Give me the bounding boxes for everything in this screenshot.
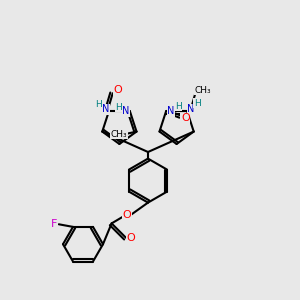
Text: H: H — [95, 100, 102, 109]
Text: H: H — [116, 103, 122, 112]
Text: O: O — [127, 233, 135, 243]
Text: CH₃: CH₃ — [111, 130, 127, 139]
Text: O: O — [122, 210, 131, 220]
Text: O: O — [113, 85, 122, 95]
Text: H: H — [175, 102, 182, 111]
Text: N: N — [122, 106, 130, 116]
Text: N: N — [102, 104, 110, 114]
Text: H: H — [194, 99, 201, 108]
Text: CH₃: CH₃ — [195, 86, 211, 95]
Text: O: O — [181, 113, 190, 123]
Text: N: N — [188, 104, 195, 114]
Text: F: F — [51, 219, 57, 229]
Text: N: N — [167, 106, 175, 116]
